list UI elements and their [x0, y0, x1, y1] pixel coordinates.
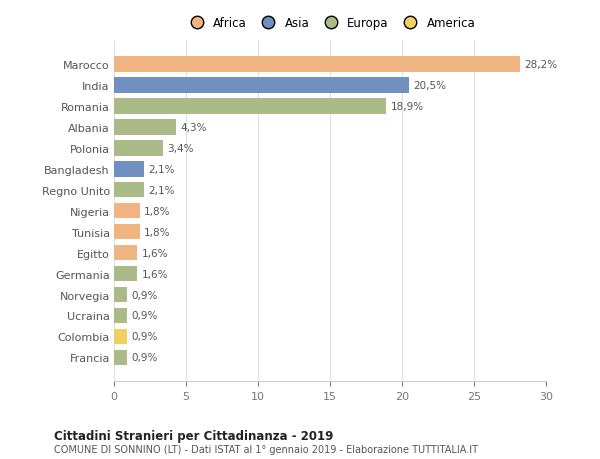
Text: 1,8%: 1,8% [144, 227, 171, 237]
Bar [114, 203, 140, 219]
Legend: Africa, Asia, Europa, America: Africa, Asia, Europa, America [182, 14, 478, 32]
Bar [114, 57, 520, 73]
Text: 18,9%: 18,9% [391, 101, 424, 112]
Bar [114, 329, 127, 345]
Text: 1,8%: 1,8% [144, 206, 171, 216]
Text: 3,4%: 3,4% [167, 143, 194, 153]
Text: 0,9%: 0,9% [131, 332, 158, 342]
Bar [114, 266, 137, 282]
Text: 1,6%: 1,6% [142, 248, 168, 258]
Bar [114, 119, 176, 135]
Text: 1,6%: 1,6% [142, 269, 168, 279]
Bar [114, 308, 127, 324]
Bar [114, 182, 144, 198]
Text: 28,2%: 28,2% [524, 60, 557, 70]
Text: 0,9%: 0,9% [131, 311, 158, 321]
Text: 0,9%: 0,9% [131, 353, 158, 363]
Text: 0,9%: 0,9% [131, 290, 158, 300]
Bar [114, 140, 163, 156]
Bar [114, 99, 386, 114]
Bar [114, 350, 127, 365]
Bar [114, 162, 144, 177]
Bar [114, 287, 127, 303]
Text: Cittadini Stranieri per Cittadinanza - 2019: Cittadini Stranieri per Cittadinanza - 2… [54, 429, 334, 442]
Bar [114, 245, 137, 261]
Text: 20,5%: 20,5% [413, 80, 446, 90]
Text: 2,1%: 2,1% [149, 185, 175, 195]
Text: 2,1%: 2,1% [149, 164, 175, 174]
Text: 4,3%: 4,3% [180, 123, 207, 132]
Text: COMUNE DI SONNINO (LT) - Dati ISTAT al 1° gennaio 2019 - Elaborazione TUTTITALIA: COMUNE DI SONNINO (LT) - Dati ISTAT al 1… [54, 444, 478, 454]
Bar [114, 224, 140, 240]
Bar [114, 78, 409, 93]
